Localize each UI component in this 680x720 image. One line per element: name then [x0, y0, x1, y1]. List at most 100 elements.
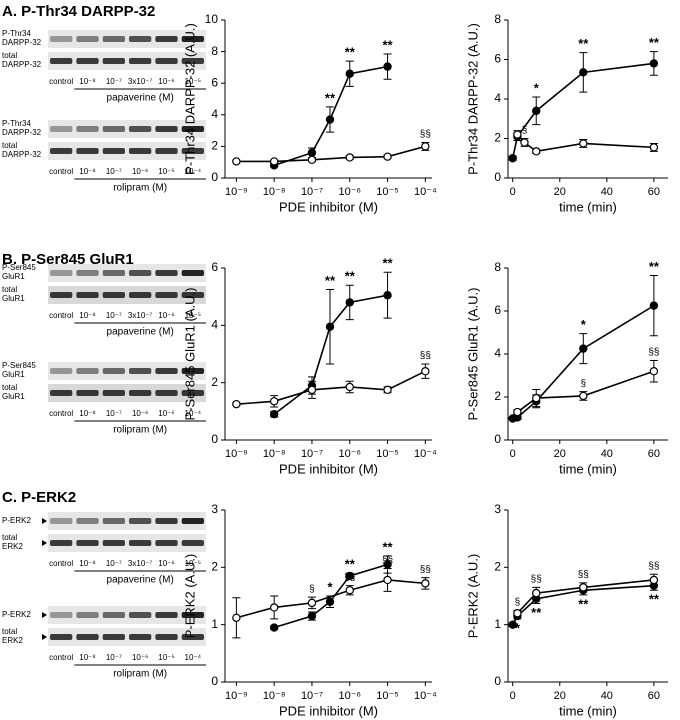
y-tick-label: 8: [494, 12, 501, 26]
blot-band: [181, 36, 204, 42]
data-point: [532, 106, 541, 116]
x-axis-label: time (min): [559, 703, 617, 718]
treatment-label: papaverine (M): [107, 575, 174, 586]
x-tick-label: 10⁻⁹: [225, 186, 248, 198]
blot-band: [129, 390, 152, 396]
lane-label: 10⁻⁶: [158, 77, 174, 86]
blot-band: [102, 292, 125, 298]
y-tick-label: 10: [205, 12, 219, 26]
y-tick-label: 1: [494, 617, 501, 631]
blot-band: [76, 270, 99, 276]
y-tick-label: 0: [211, 170, 218, 184]
x-tick-label: 0: [510, 186, 516, 198]
panel-title: A. P-Thr34 DARPP-32: [2, 3, 155, 20]
data-point: [232, 157, 241, 166]
x-tick-label: 40: [601, 186, 613, 198]
x-axis-label: time (min): [559, 461, 617, 476]
y-tick-label: 0: [494, 674, 501, 688]
lane-label: 10⁻⁵: [158, 653, 174, 662]
x-tick-label: 10⁻⁷: [301, 448, 323, 460]
lane-label: 10⁻⁶: [132, 409, 148, 418]
blot-band: [155, 368, 178, 374]
x-tick-label: 40: [601, 448, 613, 460]
significance-label: §§: [382, 555, 393, 566]
blot-row-label: ERK2: [2, 542, 23, 551]
data-point: [325, 597, 335, 606]
y-tick-label: 6: [494, 303, 501, 317]
data-point: [421, 142, 430, 151]
blot-band: [76, 540, 99, 546]
blot-row-label: P-ERK2: [2, 610, 31, 619]
significance-label: **: [325, 90, 336, 105]
data-point: [532, 147, 541, 156]
blot-band: [76, 368, 99, 374]
series-line: [236, 145, 426, 163]
y-tick-label: 4: [494, 91, 501, 105]
data-point: [383, 385, 392, 395]
blot-band: [50, 634, 73, 640]
significance-label: §§: [420, 129, 431, 140]
band-arrow: [42, 634, 47, 640]
treatment-label: rolipram (M): [113, 183, 167, 194]
lane-label: 10⁻⁸: [79, 653, 96, 662]
blot-band: [155, 390, 178, 396]
x-tick-label: 20: [554, 448, 566, 460]
y-axis-label: P-ERK2 (A.U.): [182, 554, 197, 639]
x-tick-label: 10⁻⁴: [414, 186, 437, 198]
data-point: [579, 344, 588, 353]
y-tick-label: 8: [494, 260, 501, 274]
significance-label: §§: [420, 564, 431, 575]
blot-band: [50, 270, 73, 276]
x-tick-label: 0: [510, 690, 516, 702]
x-axis-label: PDE inhibitor (M): [279, 199, 378, 214]
y-tick-label: 2: [494, 560, 501, 574]
treatment-label: papaverine (M): [107, 93, 174, 104]
y-tick-label: 6: [494, 52, 501, 66]
data-point: [579, 391, 588, 401]
y-tick-label: 2: [211, 560, 218, 574]
blot-row-label: total: [2, 533, 17, 542]
x-tick-label: 10⁻⁶: [338, 448, 361, 460]
blot-band: [181, 612, 204, 618]
blot-band: [129, 368, 152, 374]
blot-row-label: total: [2, 383, 17, 392]
blot-band: [155, 36, 178, 42]
x-tick-label: 10⁻⁸: [263, 186, 286, 198]
significance-label: §: [522, 125, 528, 136]
data-point: [421, 367, 430, 376]
blot-band: [50, 148, 73, 154]
blot-band: [50, 368, 73, 374]
series-line: [516, 579, 654, 614]
lane-label: 10⁻⁵: [158, 409, 174, 418]
lane-label: control: [49, 409, 73, 418]
lane-label: 3x10⁻⁷: [128, 77, 153, 86]
data-point: [307, 385, 317, 395]
x-tick-label: 10⁻⁸: [263, 448, 286, 460]
blot-band: [155, 58, 178, 64]
treatment-label: rolipram (M): [113, 425, 167, 436]
data-point: [513, 609, 522, 618]
y-tick-label: 8: [211, 44, 218, 58]
y-tick-label: 0: [211, 432, 218, 446]
lane-label: 10⁻⁵: [185, 77, 201, 86]
significance-label: §§: [531, 574, 542, 585]
blot-band: [76, 148, 99, 154]
lane-label: 10⁻⁷: [106, 167, 122, 176]
blot-band: [76, 634, 99, 640]
blot-band: [102, 540, 125, 546]
lane-label: 10⁻⁷: [106, 559, 122, 568]
blot-row-label: ERK2: [2, 636, 23, 645]
blot-band: [155, 634, 178, 640]
blot-band: [76, 612, 99, 618]
blot-row-label: GluR1: [2, 272, 25, 281]
y-axis-label: P-ERK2 (A.U.): [465, 554, 480, 639]
data-point: [649, 367, 659, 376]
y-tick-label: 4: [494, 346, 501, 360]
data-point: [307, 598, 317, 608]
x-tick-label: 10⁻⁹: [225, 448, 248, 460]
data-point: [579, 139, 588, 148]
data-point: [649, 59, 659, 68]
blot-background: [48, 534, 206, 552]
lane-label: 10⁻⁵: [185, 559, 201, 568]
blot-band: [129, 634, 152, 640]
